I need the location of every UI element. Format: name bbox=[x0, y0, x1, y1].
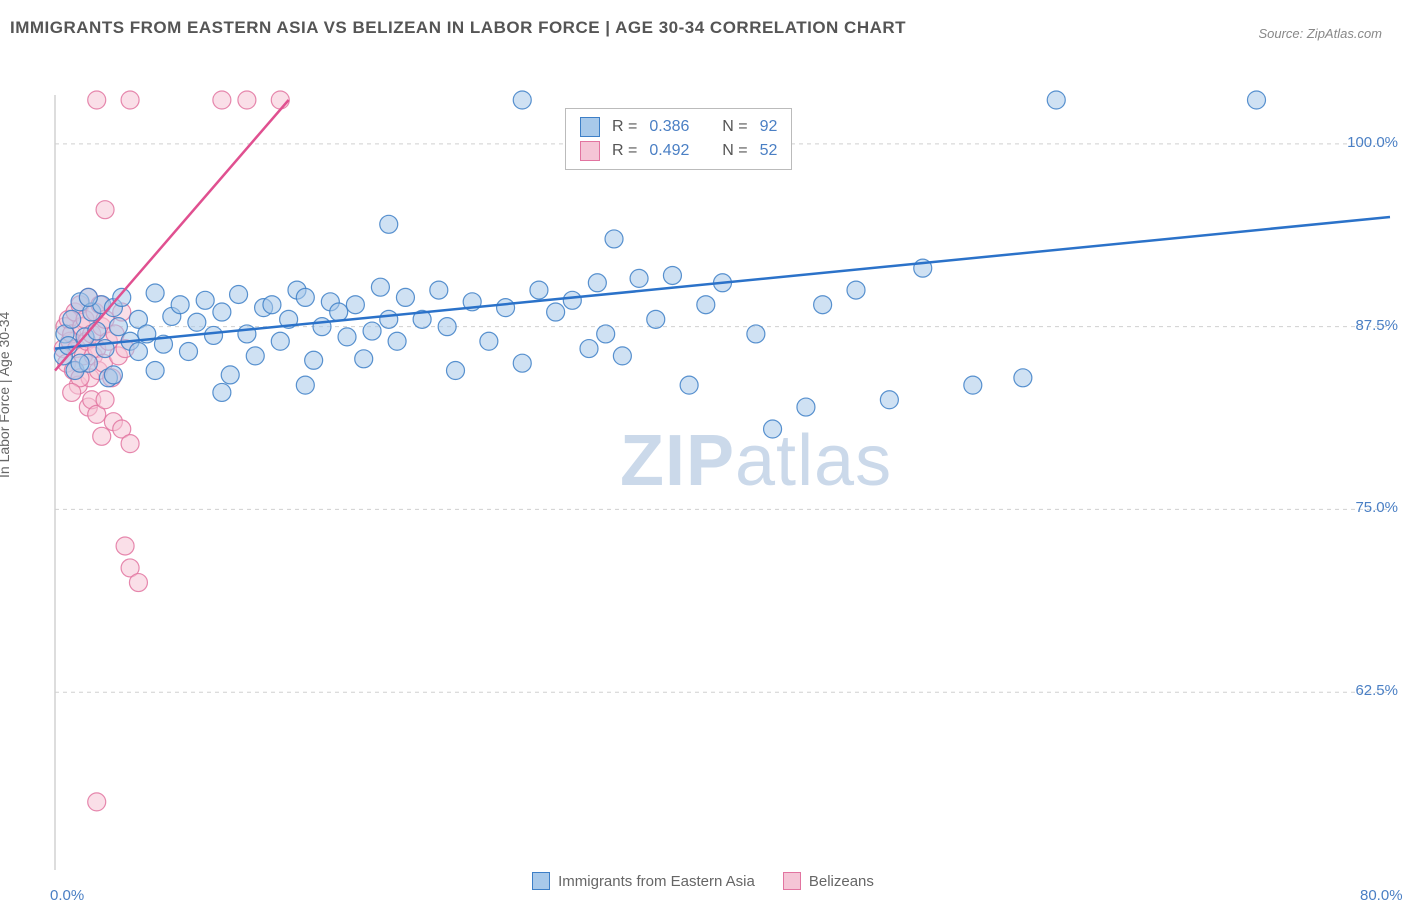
scatter-chart bbox=[0, 50, 1406, 870]
y-tick-label: 100.0% bbox=[1318, 134, 1398, 151]
legend-item-series-a: Immigrants from Eastern Asia bbox=[532, 872, 755, 890]
y-tick-label: 87.5% bbox=[1318, 317, 1398, 334]
chart-container: In Labor Force | Age 30-34 62.5% 75.0% 87.… bbox=[0, 50, 1406, 870]
correlation-legend: R = 0.386 N = 92 R = 0.492 N = 52 bbox=[565, 108, 792, 170]
legend-swatch-icon bbox=[532, 872, 550, 890]
legend-item-series-b: Belizeans bbox=[783, 872, 874, 890]
legend-row-series-b: R = 0.492 N = 52 bbox=[580, 139, 777, 163]
legend-label: Belizeans bbox=[809, 873, 874, 890]
chart-title: IMMIGRANTS FROM EASTERN ASIA VS BELIZEAN… bbox=[10, 18, 906, 38]
y-tick-label: 62.5% bbox=[1318, 682, 1398, 699]
legend-label: Immigrants from Eastern Asia bbox=[558, 873, 755, 890]
legend-swatch-b bbox=[580, 141, 600, 161]
legend-swatch-icon bbox=[783, 872, 801, 890]
legend-swatch-a bbox=[580, 117, 600, 137]
source-attribution: Source: ZipAtlas.com bbox=[1258, 26, 1382, 41]
y-tick-label: 75.0% bbox=[1318, 499, 1398, 516]
bottom-legend: Immigrants from Eastern Asia Belizeans bbox=[0, 872, 1406, 890]
y-axis-label: In Labor Force | Age 30-34 bbox=[0, 312, 12, 478]
legend-row-series-a: R = 0.386 N = 92 bbox=[580, 115, 777, 139]
